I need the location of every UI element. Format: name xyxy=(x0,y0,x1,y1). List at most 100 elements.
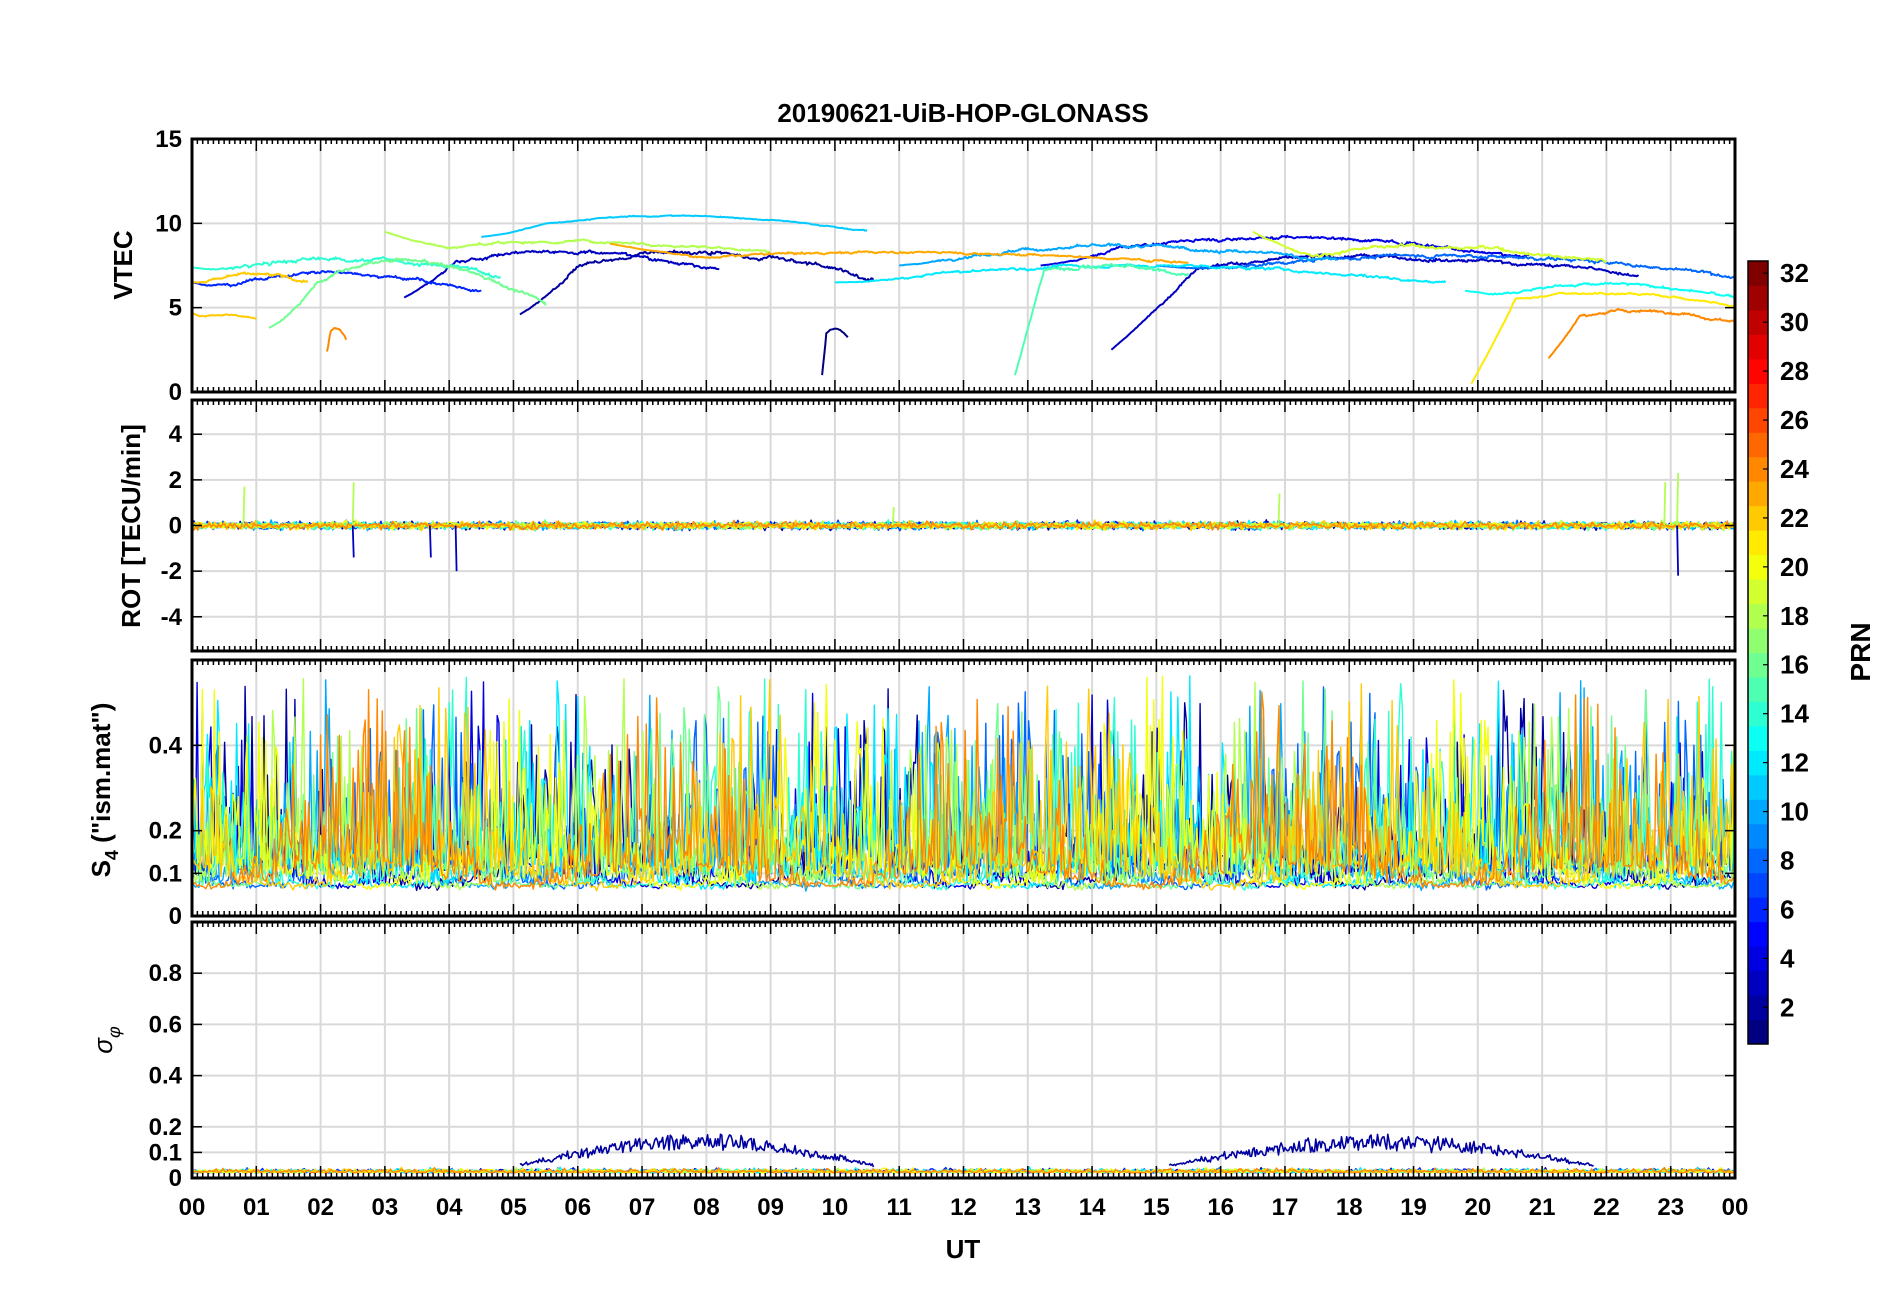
colorbar-swatch xyxy=(1748,628,1768,653)
rot-spike xyxy=(1676,525,1680,576)
x-tick-label: 08 xyxy=(693,1194,720,1221)
rot-spike xyxy=(1277,493,1281,526)
s4-axis-label-rest: ("ism.mat") xyxy=(86,703,116,850)
colorbar-swatch xyxy=(1748,897,1768,923)
vtec-series-prn-22 xyxy=(192,271,309,284)
x-tick-label: 02 xyxy=(307,1194,334,1221)
vtec-series-prn-12 xyxy=(834,263,1447,284)
vtec-series-prn-1 xyxy=(821,327,849,376)
vtec-series-prn-13 xyxy=(1464,281,1735,299)
colorbar-swatch xyxy=(1748,725,1768,751)
colorbar-tick-label: 18 xyxy=(1780,601,1809,631)
rot-y-tick-label: -2 xyxy=(161,558,182,585)
s4-series-prn-16 xyxy=(192,680,1735,891)
colorbar-swatch xyxy=(1748,530,1768,556)
rot-axis-label: ROT [TECU/min] xyxy=(116,424,146,628)
x-tick-label: 06 xyxy=(564,1194,591,1221)
vtec-series-prn-22 xyxy=(192,311,257,320)
colorbar-swatch xyxy=(1748,921,1768,947)
rot-spike xyxy=(428,525,432,558)
colorbar-tick-label: 32 xyxy=(1780,258,1809,288)
x-tick-label: 16 xyxy=(1207,1194,1234,1221)
s4-axis-label: S4 ("ism.mat") xyxy=(86,703,122,878)
sigma-phi-axis-label: σφ xyxy=(88,1026,124,1054)
colorbar-tick-label: 8 xyxy=(1780,845,1794,875)
colorbar-swatch xyxy=(1748,603,1768,629)
colorbar-tick-label: 12 xyxy=(1780,748,1809,778)
rot-spike xyxy=(351,525,355,558)
sigma-phi-y-tick-label: 0.1 xyxy=(149,1139,182,1166)
s4-axis-label-main: S xyxy=(86,860,116,877)
sigma-phi-axis-label-main: σ xyxy=(88,1037,118,1054)
colorbar-swatch xyxy=(1748,309,1768,335)
chart-title: 20190621-UiB-HOP-GLONASS xyxy=(777,98,1148,128)
colorbar-swatch xyxy=(1748,848,1768,874)
colorbar-tick-label: 22 xyxy=(1780,503,1809,533)
vtec-y-tick-label: 5 xyxy=(169,295,182,322)
colorbar-swatch xyxy=(1748,676,1768,702)
x-tick-label: 03 xyxy=(372,1194,399,1221)
colorbar-swatch xyxy=(1748,456,1768,482)
sigma-phi-panel: 00.10.2 0.4 0.6 0.8 σφ xyxy=(88,920,1737,1192)
x-tick-label: 18 xyxy=(1336,1194,1363,1221)
colorbar-swatch xyxy=(1748,358,1768,384)
colorbar-swatch xyxy=(1748,995,1768,1021)
vtec-series-prn-2 xyxy=(519,249,875,316)
colorbar-swatch xyxy=(1748,701,1768,727)
colorbar-swatch xyxy=(1748,432,1768,458)
colorbar-swatch xyxy=(1748,554,1768,580)
rot-spike xyxy=(1663,482,1667,526)
rot-y-tick-label: 2 xyxy=(169,467,182,494)
x-tick-label: 20 xyxy=(1464,1194,1491,1221)
s4-y-tick-label: 0.4 xyxy=(149,732,183,759)
x-tick-label: 01 xyxy=(243,1194,270,1221)
sigma-phi-y-tick-label: 0.8 xyxy=(149,960,182,987)
colorbar-tick-label: 10 xyxy=(1780,797,1809,827)
s4-axis-label-sub: 4 xyxy=(102,850,122,860)
x-axis-label: UT xyxy=(946,1234,981,1264)
x-tick-label: 11 xyxy=(887,1194,912,1221)
rot-y-tick-label: 4 xyxy=(169,421,183,448)
x-tick-label: 17 xyxy=(1272,1194,1299,1221)
rot-spike xyxy=(1676,473,1680,526)
colorbar-swatch xyxy=(1748,261,1768,286)
colorbar-tick-label: 20 xyxy=(1780,552,1809,582)
colorbar-label: PRN xyxy=(1845,622,1876,681)
vtec-series-prn-15 xyxy=(1013,262,1190,376)
vtec-series-prn-18 xyxy=(384,230,771,254)
vtec-y-tick-label: 15 xyxy=(155,126,182,153)
vtec-series-prn-16 xyxy=(268,257,547,329)
vtec-axis-label: VTEC xyxy=(108,230,138,300)
sigma-phi-y-tick-label: 0.2 xyxy=(149,1114,182,1141)
vtec-series-prn-11 xyxy=(481,214,868,238)
colorbar-swatch xyxy=(1748,285,1768,311)
s4-y-tick-label: 0.2 xyxy=(149,818,182,845)
sigma-phi-axis-label-sub: φ xyxy=(104,1026,124,1038)
colorbar-swatch xyxy=(1748,383,1768,409)
x-tick-label: 21 xyxy=(1529,1194,1556,1221)
x-tick-label: 04 xyxy=(436,1194,463,1221)
x-tick-label: 05 xyxy=(500,1194,527,1221)
colorbar-tick-label: 14 xyxy=(1780,699,1809,729)
x-tick-label: 00 xyxy=(1722,1194,1749,1221)
colorbar-swatch xyxy=(1748,946,1768,972)
colorbar-tick-label: 26 xyxy=(1780,405,1809,435)
colorbar-swatch xyxy=(1748,407,1768,433)
colorbar-swatch xyxy=(1748,799,1768,825)
vtec-series-prn-21 xyxy=(1470,291,1735,385)
sigma-phi-y-tick-label: 0.6 xyxy=(149,1011,182,1038)
vtec-series-prn-24 xyxy=(1547,307,1735,359)
vtec-y-tick-label: 0 xyxy=(169,379,182,406)
s4-series-prn-24 xyxy=(192,689,1735,891)
colorbar-tick-label: 4 xyxy=(1780,943,1795,973)
rot-panel: -4 -2 0 2 4 ROT [TECU/min] xyxy=(116,398,1737,653)
vtec-series-prn-8 xyxy=(1156,252,1735,280)
rot-spike xyxy=(454,525,458,572)
vtec-series-prn-24 xyxy=(326,326,348,352)
colorbar-swatch xyxy=(1748,970,1768,996)
rot-y-tick-label: 0 xyxy=(169,513,182,540)
colorbar-swatch xyxy=(1748,334,1768,360)
rot-spike xyxy=(242,486,246,526)
